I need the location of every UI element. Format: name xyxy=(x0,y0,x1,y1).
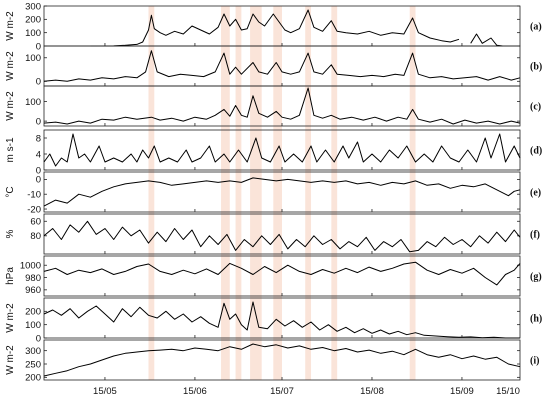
highlight-bands xyxy=(148,6,416,380)
panel-a: 0 100 200 300 W m-2 (a) xyxy=(5,1,542,52)
y-tick-label: 4 xyxy=(36,149,41,160)
highlight-band-6 xyxy=(305,6,312,380)
y-tick-label: 250 xyxy=(25,359,41,370)
panel-label: (e) xyxy=(530,188,541,199)
y-tick-label: 300 xyxy=(25,1,41,12)
series-line xyxy=(43,50,521,82)
series-line xyxy=(43,87,521,125)
y-axis-label: °C xyxy=(5,186,16,197)
y-tick-label: 8 xyxy=(36,133,41,144)
y-tick-label: 960 xyxy=(25,285,41,296)
y-axis-label: W m-2 xyxy=(5,51,16,81)
y-tick-label: 200 xyxy=(25,307,41,318)
highlight-band-7 xyxy=(331,6,338,380)
y-tick-label: 1000 xyxy=(20,261,41,272)
panel-f: 60 80% (f) xyxy=(5,213,540,255)
highlight-band-3 xyxy=(235,6,242,380)
series-line xyxy=(43,343,521,377)
panel-label: (g) xyxy=(530,272,542,283)
y-tick-label: -20 xyxy=(27,204,41,215)
series-line xyxy=(90,9,503,47)
x-tick-label: 15/10 xyxy=(496,386,520,397)
series-line xyxy=(43,301,520,339)
y-tick-label: 100 xyxy=(25,97,41,108)
x-tick-label: 15/06 xyxy=(183,386,207,397)
panel-label: (a) xyxy=(530,22,542,33)
x-axis: 15/05 15/06 15/07 15/08 15/09 15/10 xyxy=(93,386,520,397)
x-tick-label: 15/07 xyxy=(270,386,294,397)
y-tick-label: 100 xyxy=(25,28,41,39)
y-tick-label: 60 xyxy=(30,217,41,228)
y-tick-label: 100 xyxy=(25,320,41,331)
highlight-band-8 xyxy=(409,6,416,380)
panel-label: (c) xyxy=(530,102,541,113)
panel-label: (f) xyxy=(530,230,540,241)
series-line xyxy=(43,133,521,167)
y-tick-label: 0 xyxy=(36,116,41,127)
highlight-band-4 xyxy=(250,6,262,380)
y-axis-label: W m-2 xyxy=(5,345,16,375)
y-tick-label: 0 xyxy=(36,41,41,52)
panel-c: 0 100 W m-2 (c) xyxy=(5,85,541,127)
y-tick-label: 0 xyxy=(36,333,41,344)
panel-i: 200 250 300 W m-2 (i) xyxy=(5,339,539,384)
y-tick-label: 200 xyxy=(25,15,41,26)
y-tick-label: 980 xyxy=(25,273,41,284)
panel-label: (h) xyxy=(530,314,542,325)
x-tick-label: 15/05 xyxy=(93,386,117,397)
x-tick-label: 15/09 xyxy=(450,386,474,397)
y-tick-label: 0 xyxy=(36,175,41,186)
y-tick-label: 200 xyxy=(25,373,41,384)
panel-label: (b) xyxy=(530,62,542,73)
y-tick-label: 80 xyxy=(30,231,41,242)
series-line xyxy=(43,261,521,286)
y-axis-label: W m-2 xyxy=(5,91,16,121)
y-axis-label: hPa xyxy=(5,267,16,285)
highlight-band-1 xyxy=(148,6,155,380)
panel-b: 0 100 W m-2 (b) xyxy=(5,45,542,88)
panel-e: -20 -10 0 °C (e) xyxy=(5,171,541,215)
y-tick-label: -10 xyxy=(27,190,41,201)
y-axis-label: W m-2 xyxy=(5,303,16,333)
y-axis-label: % xyxy=(5,229,16,238)
panel-label: (i) xyxy=(530,356,539,367)
y-tick-label: 100 xyxy=(25,53,41,64)
x-tick-label: 15/08 xyxy=(360,386,384,397)
highlight-band-5 xyxy=(273,6,282,380)
highlight-band-2 xyxy=(221,6,230,380)
series-line xyxy=(43,220,521,253)
panel-d: 0 4 8 m s-1 (d) xyxy=(5,129,542,176)
series-line xyxy=(43,177,521,207)
y-tick-label: 300 xyxy=(25,346,41,357)
y-tick-label: 0 xyxy=(36,165,41,176)
y-axis-label: m s-1 xyxy=(5,137,16,162)
y-axis-label: W m-2 xyxy=(5,11,16,41)
panel-h: 0 100 200 W m-2 (h) xyxy=(5,297,542,344)
y-tick-label: 0 xyxy=(36,77,41,88)
panel-label: (d) xyxy=(530,146,542,157)
